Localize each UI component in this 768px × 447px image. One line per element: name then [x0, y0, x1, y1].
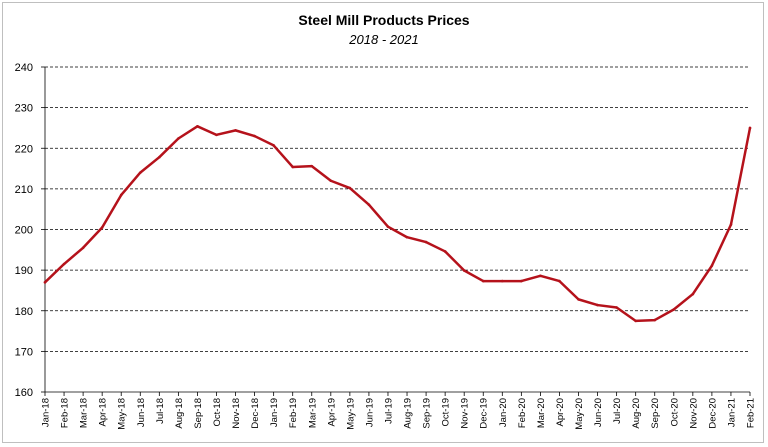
data-point: [596, 303, 599, 307]
data-point: [138, 171, 142, 174]
grid-lines: [45, 66, 750, 352]
data-point: [634, 319, 637, 323]
data-point: [348, 186, 352, 190]
data-point: [748, 126, 752, 130]
data-point: [215, 133, 218, 137]
data-point: [81, 246, 85, 250]
x-tick-label: Oct-19: [441, 398, 452, 427]
data-point: [234, 129, 237, 132]
y-tick-label: 230: [15, 103, 33, 115]
data-point: [539, 274, 542, 278]
x-tick-label: Apr-19: [326, 398, 337, 427]
data-point: [462, 269, 466, 272]
x-tick-label: Feb-19: [288, 398, 299, 428]
x-tick-label: May-18: [117, 398, 128, 430]
x-tick-label: Jun-20: [593, 398, 604, 427]
x-tick-label: May-20: [574, 398, 585, 430]
x-tick-label: Apr-18: [98, 398, 109, 427]
x-tick-label: Jan-18: [41, 398, 52, 427]
y-tick-label: 190: [15, 265, 33, 277]
data-point: [520, 279, 523, 283]
data-point: [43, 281, 47, 284]
series-line: [43, 125, 752, 323]
data-point: [691, 292, 695, 296]
x-tick-label: Jul-20: [612, 398, 623, 424]
x-axis: Jan-18 Feb-18 Mar-18 Apr-18 May-18 Jun-18 Jul-…: [41, 391, 757, 430]
x-tick-label: Mar-18: [79, 398, 90, 428]
y-tick-label: 160: [15, 387, 33, 399]
data-point: [443, 250, 447, 253]
x-tick-label: Nov-18: [231, 398, 242, 429]
x-tick-label: Nov-20: [688, 398, 699, 429]
data-point: [100, 226, 104, 229]
series-group: [43, 125, 752, 323]
x-tick-label: Aug-20: [631, 398, 642, 429]
x-tick-label: Jun-19: [364, 398, 375, 427]
x-tick-label: May-19: [345, 398, 356, 430]
data-point: [119, 193, 123, 197]
x-tick-label: Oct-18: [212, 398, 223, 427]
data-point: [615, 306, 618, 309]
data-point: [329, 179, 333, 183]
data-point: [177, 137, 180, 140]
x-tick-label: Sep-18: [193, 398, 204, 429]
x-tick-label: Aug-19: [403, 398, 414, 429]
data-point: [367, 203, 371, 207]
x-tick-label: Feb-21: [746, 398, 757, 428]
x-tick-label: Jan-20: [498, 398, 509, 427]
x-tick-label: Jun-18: [136, 398, 147, 427]
data-point: [158, 155, 161, 159]
data-point: [253, 134, 256, 138]
x-tick-label: Jan-19: [269, 398, 280, 427]
x-tick-label: Feb-18: [60, 398, 71, 428]
data-point: [291, 165, 295, 169]
data-point: [272, 144, 275, 147]
data-point: [424, 240, 428, 244]
x-tick-label: Dec-19: [479, 398, 490, 429]
y-tick-label: 220: [15, 143, 33, 155]
x-tick-label: Oct-20: [669, 398, 680, 427]
y-tick-label: 170: [15, 346, 33, 358]
x-tick-label: Dec-20: [707, 398, 718, 429]
x-tick-label: Jul-19: [383, 398, 394, 424]
x-tick-label: Nov-19: [460, 398, 471, 429]
data-point: [196, 125, 199, 128]
x-tick-label: Mar-19: [307, 398, 318, 428]
data-point: [653, 318, 657, 322]
x-tick-label: Jul-18: [155, 398, 166, 424]
data-point: [405, 235, 409, 239]
data-point: [577, 298, 580, 301]
y-tick-label: 240: [15, 62, 33, 74]
data-point: [481, 279, 485, 283]
x-tick-label: Apr-20: [555, 398, 566, 427]
data-point: [310, 164, 314, 168]
x-tick-label: Jan-21: [726, 398, 737, 427]
x-tick-label: Aug-18: [174, 398, 185, 429]
y-tick-label: 210: [15, 184, 33, 196]
y-tick-label: 180: [15, 306, 33, 318]
x-tick-label: Sep-19: [422, 398, 433, 429]
chart-title: Steel Mill Products Prices: [298, 12, 470, 28]
data-point: [386, 225, 390, 228]
chart-subtitle: 2018 - 2021: [349, 32, 419, 47]
x-tick-label: Mar-20: [536, 398, 547, 428]
x-tick-label: Sep-20: [650, 398, 661, 429]
data-point: [710, 264, 714, 267]
data-point: [62, 262, 66, 266]
data-point: [558, 279, 561, 283]
y-axis: 160 170 180 190 200 210 220 230 240: [15, 62, 46, 399]
data-point: [672, 308, 676, 311]
y-tick-label: 200: [15, 225, 33, 237]
x-tick-label: Dec-18: [250, 398, 261, 429]
data-point: [500, 279, 504, 283]
x-tick-label: Feb-20: [517, 398, 528, 428]
data-point: [729, 223, 733, 226]
